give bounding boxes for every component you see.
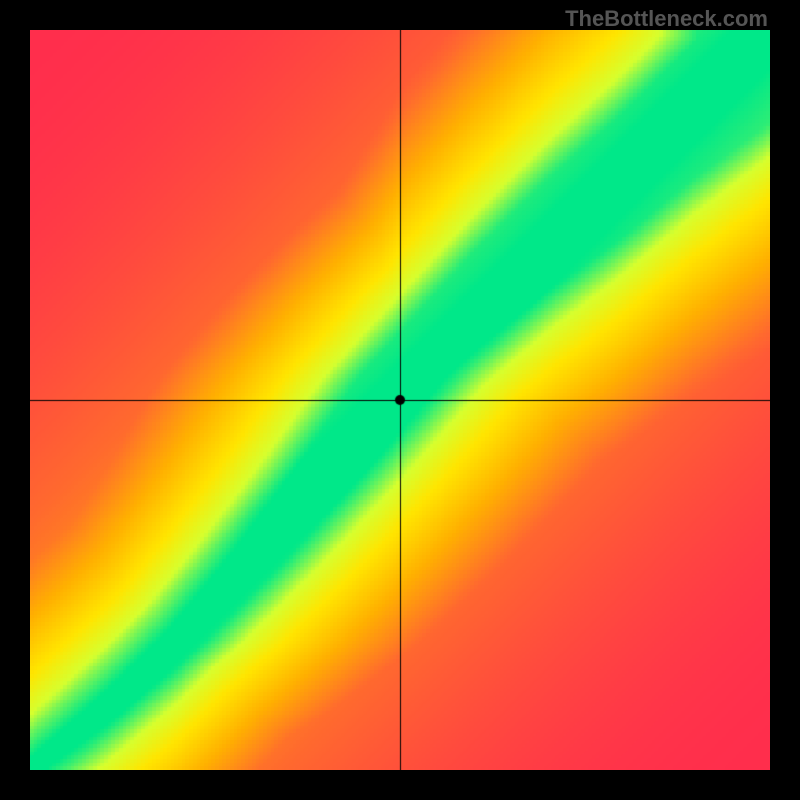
bottleneck-heatmap [30, 30, 770, 770]
watermark-text: TheBottleneck.com [565, 6, 768, 32]
chart-container: TheBottleneck.com [0, 0, 800, 800]
